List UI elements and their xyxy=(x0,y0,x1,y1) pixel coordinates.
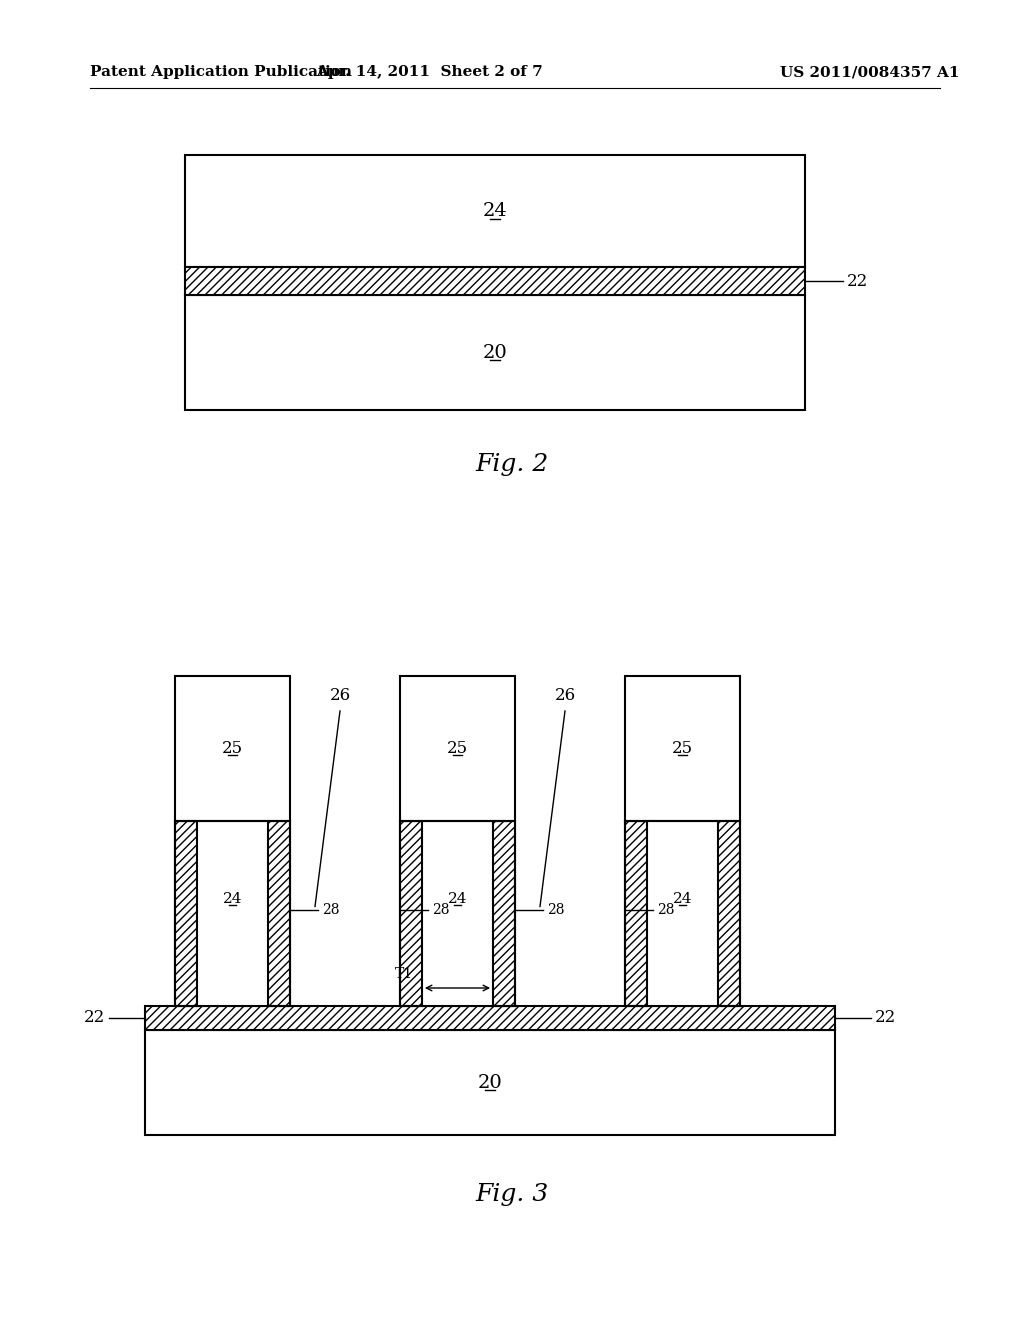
Bar xyxy=(175,821,197,1006)
Bar xyxy=(185,154,805,267)
Bar xyxy=(647,821,718,1006)
Text: 28: 28 xyxy=(547,903,564,917)
Bar xyxy=(422,821,493,1006)
Text: 25: 25 xyxy=(222,741,243,756)
Bar xyxy=(400,821,422,1006)
Bar xyxy=(185,267,805,294)
Bar xyxy=(268,821,290,1006)
Bar xyxy=(400,821,515,1006)
Bar xyxy=(175,676,290,821)
Bar xyxy=(625,676,740,821)
Bar xyxy=(197,821,268,1006)
Bar xyxy=(400,676,515,821)
Bar xyxy=(145,1030,835,1135)
Text: US 2011/0084357 A1: US 2011/0084357 A1 xyxy=(780,65,959,79)
Text: 24: 24 xyxy=(447,892,467,906)
Text: 25: 25 xyxy=(672,741,693,756)
Bar xyxy=(145,1006,835,1030)
Text: 22: 22 xyxy=(84,1010,105,1027)
Text: 24: 24 xyxy=(673,892,692,906)
Text: 26: 26 xyxy=(554,688,575,705)
Bar xyxy=(625,821,740,1006)
Bar xyxy=(185,294,805,411)
Text: T1: T1 xyxy=(395,968,413,981)
Text: 25: 25 xyxy=(446,741,468,756)
Bar xyxy=(718,821,740,1006)
Text: 22: 22 xyxy=(847,272,868,289)
Text: Fig. 2: Fig. 2 xyxy=(475,454,549,477)
Text: 24: 24 xyxy=(482,202,507,220)
Text: 26: 26 xyxy=(330,688,350,705)
Text: Fig. 3: Fig. 3 xyxy=(475,1184,549,1206)
Text: 22: 22 xyxy=(874,1010,896,1027)
Text: 20: 20 xyxy=(482,343,507,362)
Text: 20: 20 xyxy=(477,1073,503,1092)
Text: 28: 28 xyxy=(432,903,450,917)
Text: Apr. 14, 2011  Sheet 2 of 7: Apr. 14, 2011 Sheet 2 of 7 xyxy=(316,65,544,79)
Text: 28: 28 xyxy=(657,903,675,917)
Text: 28: 28 xyxy=(322,903,340,917)
Text: 24: 24 xyxy=(223,892,243,906)
Bar xyxy=(493,821,515,1006)
Bar xyxy=(175,821,290,1006)
Text: Patent Application Publication: Patent Application Publication xyxy=(90,65,352,79)
Bar xyxy=(625,821,647,1006)
